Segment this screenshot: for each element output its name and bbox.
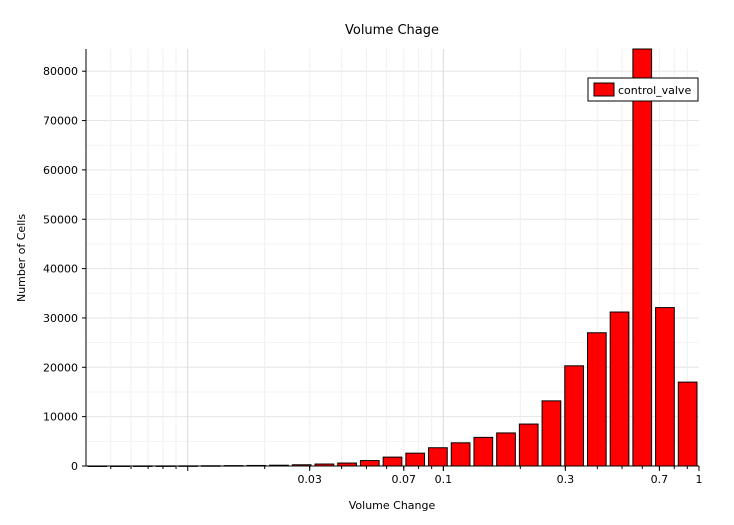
axes: [85, 49, 699, 467]
y-tick-label: 50000: [43, 213, 78, 226]
histogram-bar: [473, 436, 494, 467]
histogram-bar: [450, 442, 471, 467]
histogram-bar: [541, 400, 562, 467]
y-tick-label: 40000: [43, 263, 78, 276]
legend-swatch: [593, 82, 615, 97]
y-tick-label: 10000: [43, 411, 78, 424]
legend-label: control_valve: [618, 84, 691, 97]
histogram-bar: [405, 452, 426, 467]
y-axis-label: Number of Cells: [15, 214, 28, 302]
x-tick-label: 0.07: [392, 473, 417, 486]
y-tick-label: 60000: [43, 164, 78, 177]
histogram-bar: [655, 307, 675, 467]
histogram-bar: [564, 365, 584, 467]
histogram-bar: [586, 332, 607, 467]
y-tick-label: 20000: [43, 361, 78, 374]
x-tick-label: 0.3: [557, 473, 575, 486]
x-tick-label: 0.7: [651, 473, 669, 486]
histogram-bar: [382, 456, 403, 467]
histogram-bar: [518, 423, 539, 467]
legend-box: [587, 77, 699, 102]
histogram-bar: [632, 48, 653, 467]
histogram-bar: [677, 381, 698, 467]
y-tick-label: 80000: [43, 65, 78, 78]
ticks: 0 10000 20000 30000 40000 50000 60000 70000 8000…: [43, 65, 703, 486]
chart-title: Volume Chage: [345, 23, 439, 38]
x-axis-label: Volume Change: [349, 499, 436, 512]
legend: control_valve: [587, 77, 699, 102]
x-tick-label: 1: [696, 473, 703, 486]
bars: [87, 48, 698, 467]
x-tick-label: 0.03: [297, 473, 322, 486]
histogram-bar: [359, 460, 380, 467]
histogram-bar: [609, 311, 630, 467]
y-tick-label: 70000: [43, 115, 78, 128]
x-tick-label: 0.1: [435, 473, 453, 486]
y-tick-label: 30000: [43, 312, 78, 325]
y-tick-label: 0: [71, 460, 78, 473]
histogram-bar: [496, 432, 516, 467]
histogram-bar: [428, 447, 448, 467]
grid: [86, 49, 699, 467]
